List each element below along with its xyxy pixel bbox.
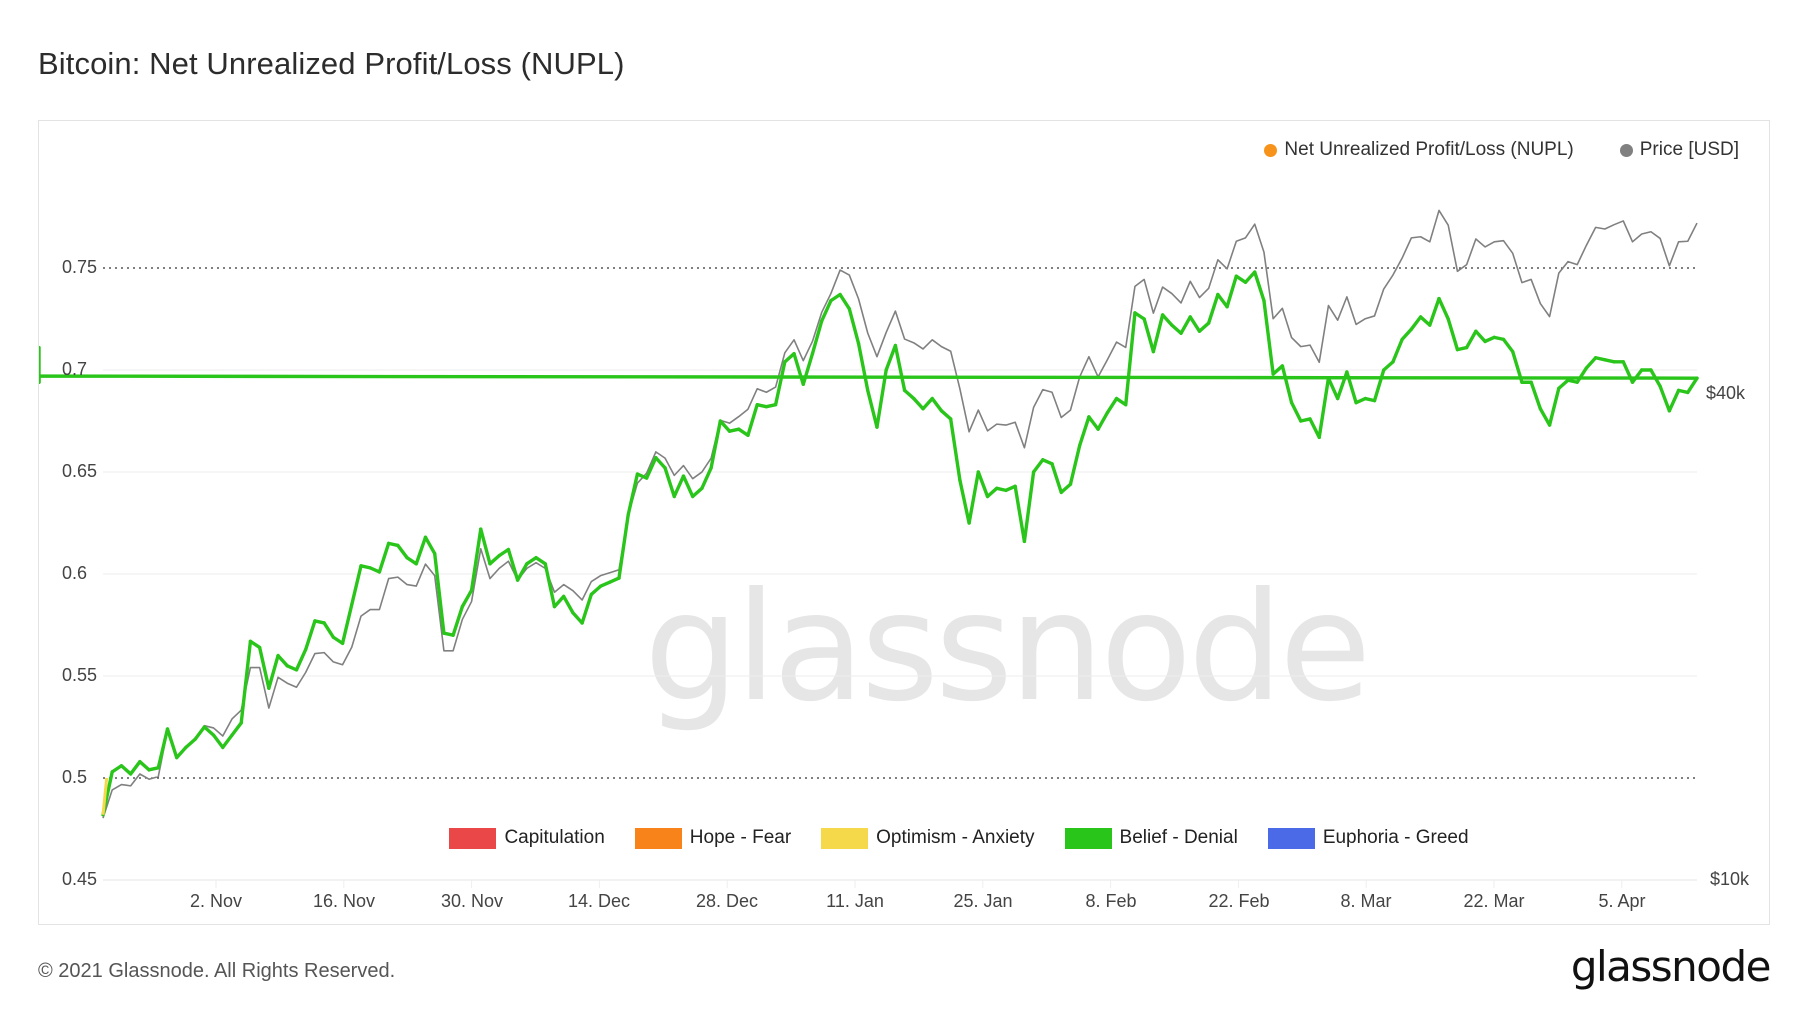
y2-tick-40k: $40k <box>1706 383 1746 403</box>
y-tick-0.5: 0.5 <box>62 767 88 787</box>
x-tick: 16. Nov <box>312 891 376 911</box>
x-tick: 30. Nov <box>440 891 504 911</box>
x-tick: 22. Mar <box>1463 891 1525 911</box>
zone-legend-belief-denial[interactable]: Belief - Denial <box>1064 827 1238 849</box>
zone-label: Euphoria - Greed <box>1322 827 1469 848</box>
copyright: © 2021 Glassnode. All Rights Reserved. <box>38 960 396 982</box>
legend-item-price[interactable]: Price [USD] <box>1619 139 1739 161</box>
series-legend: Net Unrealized Profit/Loss (NUPL) Price … <box>1264 139 1739 161</box>
legend-item-nupl[interactable]: Net Unrealized Profit/Loss (NUPL) <box>1264 139 1574 161</box>
chart-title: Bitcoin: Net Unrealized Profit/Loss (NUP… <box>38 46 625 81</box>
x-tick: 22. Feb <box>1208 891 1270 911</box>
x-tick: 5. Apr <box>1598 891 1646 911</box>
legend-label-price: Price [USD] <box>1639 139 1739 160</box>
x-tick: 11. Jan <box>826 891 884 911</box>
hope-fear-swatch-icon <box>634 827 682 849</box>
glassnode-logo[interactable]: glassnode <box>1570 942 1772 991</box>
zone-label: Optimism - Anxiety <box>876 827 1035 848</box>
x-tick: 8. Mar <box>1340 891 1392 911</box>
y-tick-0.7: 0.7 <box>62 359 88 379</box>
x-tick: 2. Nov <box>189 891 243 911</box>
y-tick-0.75: 0.75 <box>62 257 98 277</box>
capitulation-swatch-icon <box>449 827 497 849</box>
zone-legend-hope-fear[interactable]: Hope - Fear <box>634 827 792 849</box>
chart-panel: Net Unrealized Profit/Loss (NUPL) Price … <box>38 120 1770 925</box>
zone-legend-euphoria-greed[interactable]: Euphoria - Greed <box>1267 827 1469 849</box>
euphoria-greed-swatch-icon <box>1267 827 1315 849</box>
zone-label: Capitulation <box>504 827 605 848</box>
nupl-dot-icon <box>1264 143 1278 157</box>
zone-legend: Capitulation Hope - Fear Optimism - Anxi… <box>39 827 1769 849</box>
x-tick: 8. Feb <box>1085 891 1137 911</box>
optimism-anxiety-swatch-icon <box>821 827 869 849</box>
y-tick-0.45: 0.45 <box>62 869 98 889</box>
zone-label: Hope - Fear <box>689 827 792 848</box>
x-tick: 28. Dec <box>695 891 759 911</box>
x-tick: 25. Jan <box>953 891 1013 911</box>
chart-plot-area[interactable] <box>39 121 1771 926</box>
legend-label-nupl: Net Unrealized Profit/Loss (NUPL) <box>1284 139 1574 160</box>
price-dot-icon <box>1619 143 1633 157</box>
y-tick-0.6: 0.6 <box>62 563 88 583</box>
y-tick-0.65: 0.65 <box>62 461 98 481</box>
y2-tick-10k: $10k <box>1710 869 1750 889</box>
y-tick-0.55: 0.55 <box>62 665 98 685</box>
zone-legend-optimism-anxiety[interactable]: Optimism - Anxiety <box>821 827 1035 849</box>
zone-legend-capitulation[interactable]: Capitulation <box>449 827 605 849</box>
x-tick: 14. Dec <box>567 891 631 911</box>
zone-label: Belief - Denial <box>1119 827 1238 848</box>
belief-denial-swatch-icon <box>1064 827 1112 849</box>
